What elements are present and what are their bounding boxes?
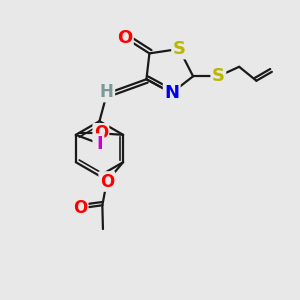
- Text: O: O: [100, 172, 114, 190]
- Text: I: I: [96, 135, 103, 153]
- Text: O: O: [73, 199, 87, 217]
- Text: O: O: [94, 124, 108, 142]
- Text: N: N: [164, 84, 179, 102]
- Text: O: O: [117, 29, 132, 47]
- Text: S: S: [172, 40, 186, 58]
- Text: S: S: [212, 67, 225, 85]
- Text: H: H: [100, 83, 114, 101]
